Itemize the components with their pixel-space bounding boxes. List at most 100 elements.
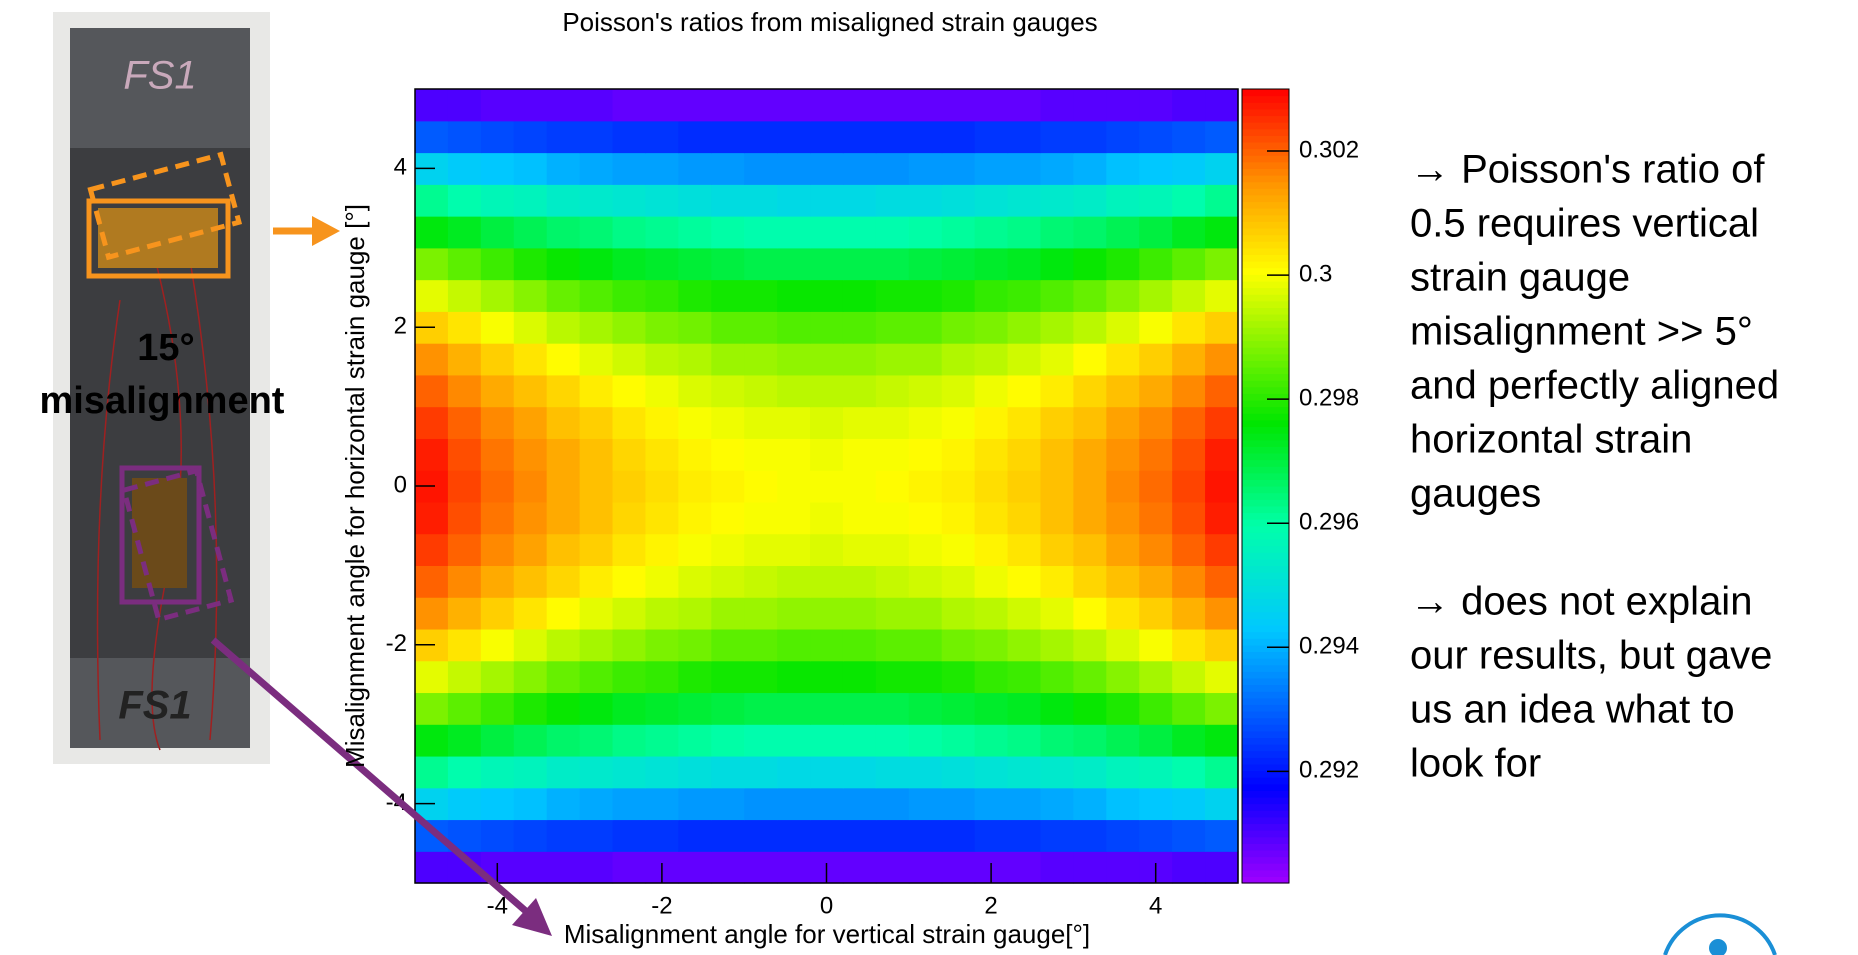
colorbar-step <box>1242 446 1289 454</box>
colorbar-step <box>1242 261 1289 269</box>
colorbar-step <box>1242 141 1289 150</box>
colorbar-tick-label: 0.294 <box>1299 633 1359 660</box>
heatmap-cell <box>1205 533 1239 566</box>
colorbar-step <box>1242 267 1289 275</box>
heatmap-cell <box>1007 184 1042 217</box>
heatmap-cell <box>678 565 712 598</box>
heatmap-cell <box>612 406 647 439</box>
colorbar-step <box>1242 618 1289 626</box>
heatmap-cell <box>678 597 712 630</box>
heatmap-cell <box>579 438 614 471</box>
colorbar-step <box>1242 287 1289 295</box>
heatmap-cell <box>974 406 1009 439</box>
heatmap-cell <box>1205 406 1239 439</box>
heatmap-cell <box>974 247 1009 281</box>
colorbar-step <box>1242 227 1289 236</box>
colorbar-step <box>1242 558 1289 566</box>
heatmap-cell <box>513 343 548 376</box>
heatmap-cell <box>1073 279 1107 312</box>
heatmap-cell <box>1139 184 1173 217</box>
colorbar-step <box>1242 221 1289 229</box>
heatmap-cell <box>941 692 976 725</box>
heatmap-cell <box>678 279 712 312</box>
colorbar-step <box>1242 353 1289 361</box>
heatmap-cell <box>941 406 976 439</box>
heatmap-cell <box>842 597 877 630</box>
heatmap-cell <box>974 660 1009 694</box>
plot: -4-2024-4-20240.2920.2940.2960.2980.30.3… <box>386 88 1359 919</box>
heatmap-cell <box>678 343 712 376</box>
heatmap-cell <box>546 438 581 471</box>
heatmap-cell <box>415 343 449 376</box>
heatmap-cell <box>1139 724 1173 757</box>
heatmap-cell <box>1205 120 1239 154</box>
note-line: gauges <box>1410 472 1541 516</box>
note-line: and perfectly aligned <box>1410 364 1779 408</box>
colorbar-step <box>1242 658 1289 666</box>
heatmap-cell <box>744 692 778 725</box>
heatmap-cell <box>645 406 679 439</box>
heatmap-cell <box>546 628 581 662</box>
arrow <box>210 637 531 916</box>
heatmap-cell <box>810 216 844 249</box>
colorbar-step <box>1242 201 1289 209</box>
heatmap-cell <box>1205 787 1239 821</box>
heatmap-cell <box>908 755 943 789</box>
heatmap-cell <box>1106 755 1140 789</box>
colorbar-step <box>1242 300 1289 308</box>
colorbar-step <box>1242 664 1289 672</box>
heatmap-cell <box>447 120 482 154</box>
heatmap-cell <box>1040 247 1074 281</box>
heatmap-cell <box>415 279 449 312</box>
colorbar-step <box>1242 188 1289 196</box>
heatmap-cell <box>612 724 647 757</box>
heatmap-cell <box>875 755 910 789</box>
heatmap-cell <box>1073 819 1107 852</box>
heatmap-cell <box>645 311 679 344</box>
heatmap-cell <box>513 120 548 154</box>
heatmap-cell <box>941 152 976 185</box>
heatmap-cell <box>612 374 647 408</box>
colorbar-step <box>1242 863 1289 871</box>
heatmap-cell <box>546 755 581 789</box>
colorbar-step <box>1242 439 1289 447</box>
heatmap-cell <box>480 120 515 154</box>
heatmap-cell <box>744 406 778 439</box>
colorbar-step <box>1242 360 1289 368</box>
heatmap-cell <box>908 470 943 503</box>
heatmap-cell <box>415 374 449 408</box>
colorbar-step <box>1242 519 1289 527</box>
heatmap-cell <box>1040 216 1074 249</box>
heatmap-cell <box>415 501 449 535</box>
heatmap-cell <box>415 851 449 884</box>
heatmap-cell <box>810 120 844 154</box>
heatmap-cell <box>546 565 581 598</box>
heatmap-cell <box>842 851 877 884</box>
heatmap-cell <box>875 565 910 598</box>
heatmap-cell <box>678 374 712 408</box>
colorbar-step <box>1242 452 1289 461</box>
heatmap-cell <box>842 724 877 757</box>
heatmap-cell <box>908 374 943 408</box>
heatmap-cell <box>678 501 712 535</box>
heatmap-cell <box>1106 628 1140 662</box>
y-tick-label: 2 <box>394 313 407 340</box>
heatmap-cell <box>711 819 745 852</box>
heatmap-cell <box>1040 279 1074 312</box>
heatmap-cell <box>447 279 482 312</box>
heatmap-cell <box>645 89 679 122</box>
heatmap-cell <box>744 120 778 154</box>
heatmap-cell <box>513 819 548 852</box>
specimen-tab <box>70 28 250 148</box>
heatmap-cell <box>612 311 647 344</box>
colorbar-step <box>1242 611 1289 619</box>
heatmap-cell <box>777 724 811 757</box>
heatmap-cell <box>711 311 745 344</box>
colorbar-step <box>1242 651 1289 659</box>
heatmap-cell <box>1205 470 1239 503</box>
colorbar-step <box>1242 241 1289 249</box>
heatmap-cell <box>645 565 679 598</box>
chart-title: Poisson's ratios from misaligned strain … <box>562 7 1097 37</box>
colorbar-step <box>1242 89 1289 97</box>
